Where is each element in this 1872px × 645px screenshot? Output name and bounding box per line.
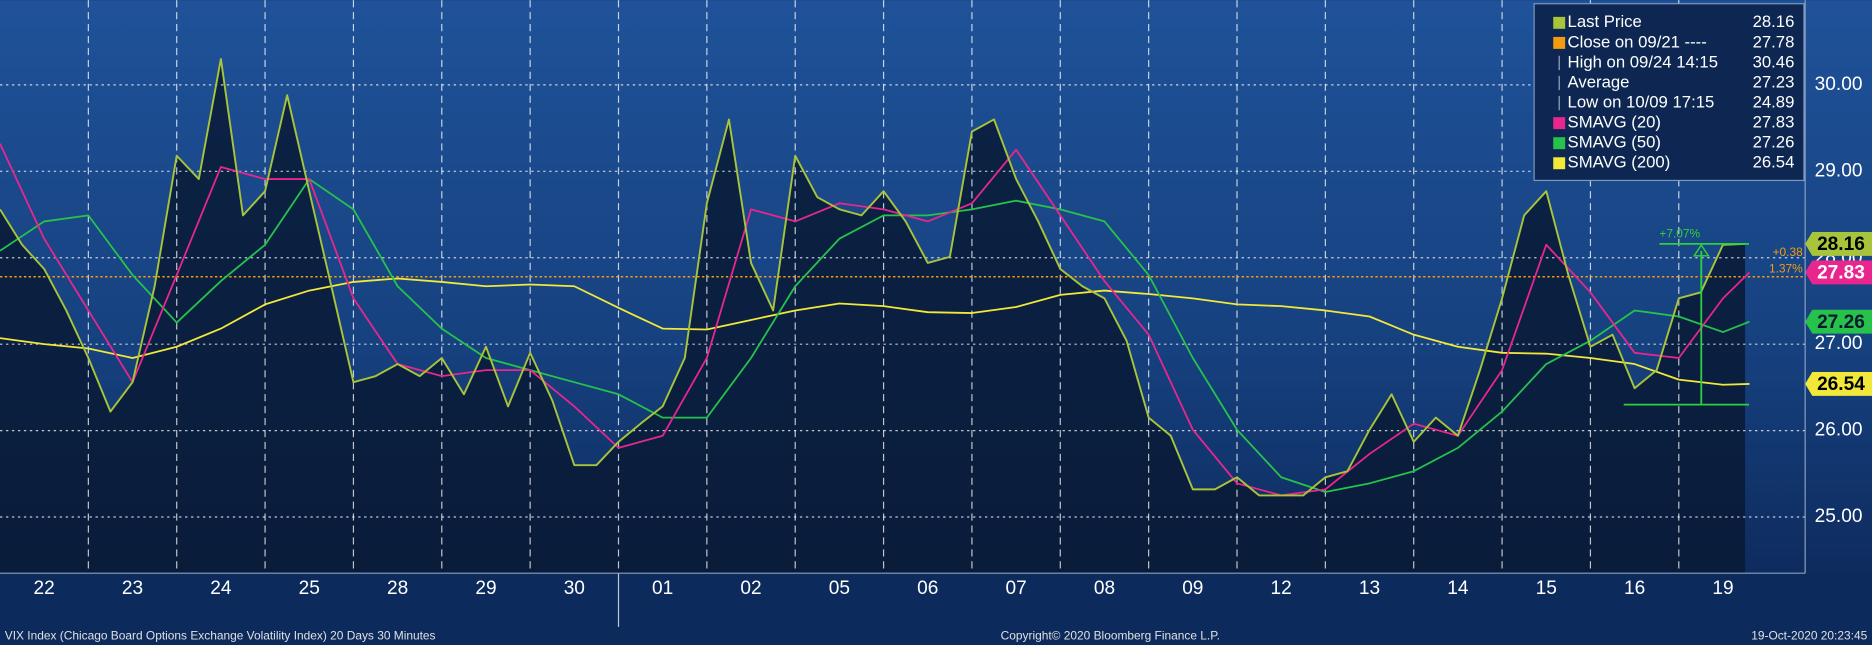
legend-swatch: [1553, 36, 1566, 49]
legend-value: 27.23: [1753, 72, 1795, 91]
last-value-label: 27.26: [1817, 312, 1865, 333]
close-change-label: +0.38: [1773, 245, 1804, 259]
legend-value: 24.89: [1753, 92, 1795, 111]
change-arrowhead: [1692, 243, 1710, 257]
series-line: [0, 57, 1746, 497]
series-line: [0, 178, 1750, 493]
legend-label: Average: [1568, 72, 1630, 91]
x-tick-label: 02: [740, 578, 761, 599]
price-area: [0, 58, 1746, 574]
x-tick-label: 12: [1271, 578, 1292, 599]
y-tick-label: 27.00: [1815, 333, 1863, 354]
last-value-label: 28.16: [1817, 234, 1865, 255]
legend-value: 28.16: [1753, 12, 1795, 31]
footer-center: Copyright© 2020 Bloomberg Finance L.P.: [1001, 629, 1220, 643]
footer-right: 19-Oct-2020 20:23:45: [1751, 629, 1867, 643]
legend-value: 26.54: [1753, 153, 1795, 172]
legend-value: 27.83: [1753, 113, 1795, 132]
x-tick-label: 15: [1536, 578, 1557, 599]
x-tick-label: 14: [1447, 578, 1469, 599]
series-line: [0, 143, 1751, 497]
legend-swatch: [1553, 157, 1566, 170]
x-tick-label: 08: [1094, 578, 1115, 599]
legend-label: SMAVG (20): [1568, 113, 1661, 132]
legend-swatch: [1553, 16, 1566, 29]
last-value-box: [1805, 260, 1872, 285]
x-tick-label: 30: [564, 578, 585, 599]
legend-label: High on 09/24 14:15: [1568, 52, 1718, 71]
legend-label: Last Price: [1568, 12, 1642, 31]
x-tick-label: 24: [210, 578, 232, 599]
footer-left: VIX Index (Chicago Board Options Exchang…: [5, 629, 436, 643]
legend-label: Low on 10/09 17:15: [1568, 92, 1715, 111]
close-change-label: 1.37%: [1769, 262, 1803, 276]
x-tick-label: 06: [917, 578, 938, 599]
x-tick-label: 28: [387, 578, 408, 599]
y-tick-label: 26.00: [1815, 420, 1863, 441]
x-tick-label: 22: [34, 578, 55, 599]
legend-box: [1533, 3, 1805, 182]
x-tick-label: 25: [299, 578, 320, 599]
legend-value: 27.26: [1753, 133, 1795, 152]
x-tick-label: 23: [122, 578, 143, 599]
last-value-label: 27.83: [1817, 263, 1865, 284]
last-value-box: [1805, 309, 1872, 334]
x-tick-label: 13: [1359, 578, 1380, 599]
legend-value: 27.78: [1753, 32, 1795, 51]
legend-swatch: [1553, 137, 1566, 150]
x-tick-label: 09: [1182, 578, 1203, 599]
x-tick-label: 01: [652, 578, 673, 599]
y-tick-label: 25.00: [1815, 506, 1863, 527]
last-value-label: 26.54: [1817, 374, 1865, 395]
x-tick-label: 05: [829, 578, 850, 599]
legend-label: SMAVG (200): [1568, 153, 1671, 172]
x-tick-label: 07: [1005, 578, 1026, 599]
last-value-box: [1805, 371, 1872, 396]
last-value-box: [1805, 231, 1872, 256]
legend-value: 30.46: [1753, 52, 1795, 71]
y-tick-label: 30.00: [1815, 74, 1863, 95]
change-label: +7.07%: [1659, 227, 1700, 241]
x-tick-label: 16: [1624, 578, 1645, 599]
x-tick-label: 19: [1712, 578, 1733, 599]
legend-label: Close on 09/21 ----: [1568, 32, 1707, 51]
legend-label: SMAVG (50): [1568, 133, 1661, 152]
series-line: [0, 277, 1750, 386]
x-tick-label: 29: [475, 578, 496, 599]
y-tick-label: 29.00: [1815, 160, 1863, 181]
legend-swatch: [1553, 117, 1566, 130]
